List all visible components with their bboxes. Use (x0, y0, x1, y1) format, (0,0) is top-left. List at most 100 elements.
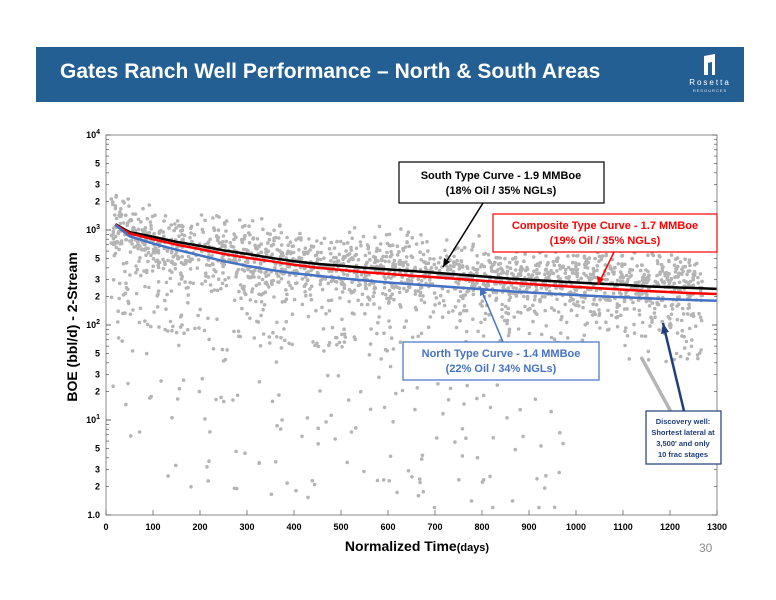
scatter-point (245, 311, 249, 316)
scatter-point (682, 346, 687, 350)
scatter-point (389, 336, 394, 340)
scatter-point (206, 479, 210, 483)
scatter-point (418, 250, 422, 254)
scatter-point (549, 268, 553, 273)
scatter-point (533, 263, 538, 268)
scatter-point (698, 272, 703, 276)
x-tick-label: 400 (286, 522, 301, 532)
scatter-point (253, 244, 258, 248)
scatter-point (398, 340, 403, 344)
x-tick-label: 100 (145, 522, 160, 532)
x-tick-label: 1300 (707, 522, 727, 532)
scatter-point (395, 244, 400, 248)
scatter-point (181, 237, 185, 242)
scatter-point (119, 207, 123, 211)
scatter-point (326, 373, 330, 378)
scatter-point (150, 269, 155, 273)
scatter-point (359, 243, 363, 248)
scatter-point (363, 282, 368, 287)
scatter-point (212, 268, 216, 272)
scatter-point (300, 302, 305, 307)
south-type-curve-line (114, 223, 718, 291)
scatter-point (403, 245, 408, 249)
scatter-point (310, 478, 315, 483)
scatter-point (285, 235, 289, 240)
scatter-point (113, 234, 118, 239)
scatter-point (404, 260, 408, 264)
scatter-point (500, 315, 504, 319)
scatter-point (653, 315, 657, 319)
scatter-point (391, 420, 395, 424)
scatter-point (255, 319, 259, 324)
scatter-point (119, 239, 124, 243)
scatter-point (111, 384, 115, 389)
scatter-point (137, 320, 142, 325)
scatter-point (368, 257, 372, 262)
scatter-point (531, 303, 535, 308)
scatter-point (543, 295, 547, 299)
scatter-point (216, 228, 221, 232)
y-tick-label: 104 (86, 129, 100, 140)
scatter-point (432, 291, 437, 295)
scatter-point (237, 289, 241, 294)
scatter-point (298, 231, 302, 236)
scatter-point (456, 246, 460, 250)
scatter-point (128, 250, 133, 254)
scatter-point (208, 430, 212, 434)
scatter-point (608, 298, 612, 302)
scatter-point (316, 442, 321, 446)
scatter-point (552, 337, 557, 341)
title-banner: Gates Ranch Well Performance – North & S… (36, 47, 744, 102)
scatter-point (558, 267, 563, 271)
scatter-point (640, 292, 644, 296)
scatter-point (364, 274, 368, 278)
scatter-point (178, 315, 183, 319)
scatter-point (687, 295, 692, 299)
scatter-point (318, 389, 322, 393)
scatter-point (538, 260, 543, 265)
scatter-point (604, 298, 608, 302)
scatter-point (426, 325, 431, 329)
scatter-point (475, 281, 479, 285)
scatter-point (446, 310, 451, 315)
scatter-point (680, 272, 684, 277)
scatter-point (413, 289, 418, 293)
scatter-point (397, 250, 401, 254)
scatter-point (453, 305, 458, 309)
scatter-point (561, 441, 565, 446)
scatter-point (324, 420, 328, 424)
scatter-point (236, 334, 241, 339)
scatter-point (527, 331, 532, 336)
scatter-point (680, 306, 685, 311)
scatter-point (234, 274, 238, 279)
scatter-point (296, 236, 301, 240)
scatter-point (434, 266, 439, 270)
scatter-point (209, 289, 214, 294)
scatter-point (165, 292, 169, 297)
scatter-point (134, 270, 138, 275)
scatter-point (459, 248, 464, 253)
scatter-point (204, 263, 209, 267)
scatter-point (678, 260, 683, 264)
scatter-point (232, 298, 237, 303)
scatter-point (565, 336, 570, 340)
scatter-point (157, 325, 161, 329)
scatter-point (675, 304, 679, 308)
scatter-point (149, 223, 153, 228)
scatter-point (121, 311, 125, 316)
scatter-point (236, 329, 241, 334)
scatter-point (595, 268, 599, 273)
scatter-point (457, 478, 461, 482)
scatter-point (563, 302, 567, 307)
scatter-point (173, 222, 177, 226)
scatter-point (161, 257, 165, 262)
scatter-point (259, 261, 263, 265)
scatter-point (383, 259, 388, 264)
scatter-point (279, 230, 284, 235)
scatter-point (162, 219, 166, 223)
scatter-point (687, 326, 692, 331)
scatter-point (566, 265, 571, 270)
scatter-point (568, 299, 572, 303)
scatter-point (272, 236, 276, 241)
scatter-point (564, 320, 569, 325)
